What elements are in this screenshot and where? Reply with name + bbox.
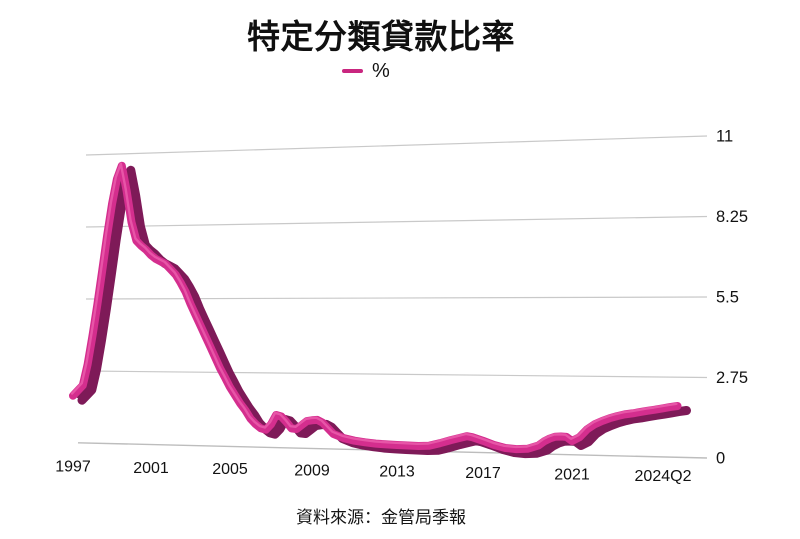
x-axis-tick-label: 2013	[379, 464, 415, 481]
x-axis-tick-label: 2017	[465, 465, 501, 482]
x-axis-tick-label: 2005	[212, 461, 248, 478]
x-axis-tick-label: 2021	[554, 467, 590, 484]
gridline	[85, 135, 708, 156]
x-axis-tick-label: 2001	[133, 460, 169, 477]
legend-label: %	[372, 60, 390, 82]
y-axis-tick-label: 2.75	[716, 369, 748, 387]
y-axis-tick-label: 0	[716, 450, 725, 468]
y-axis-tick-label: 5.5	[716, 289, 739, 307]
series-ribbon-shadow	[77, 165, 691, 459]
x-axis-tick-label: 2009	[294, 462, 330, 479]
legend-line-swatch-icon	[342, 69, 363, 73]
x-axis-tick-label: 2024Q2	[635, 468, 692, 485]
series-ribbon-body	[73, 165, 687, 454]
gridline	[85, 215, 708, 228]
y-axis-tick-label: 11	[716, 128, 733, 146]
legend: %	[342, 61, 390, 81]
gridline	[85, 370, 708, 379]
x-axis-tick-label: 1997	[55, 459, 91, 476]
chart-title: 特定分類貸款比率	[247, 18, 515, 55]
series-line	[69, 161, 682, 454]
y-axis-tick-label: 8.25	[716, 208, 748, 226]
source-caption: 資料來源：金管局季報	[296, 508, 466, 527]
series-line-highlight	[70, 162, 678, 449]
gridline	[85, 296, 708, 300]
